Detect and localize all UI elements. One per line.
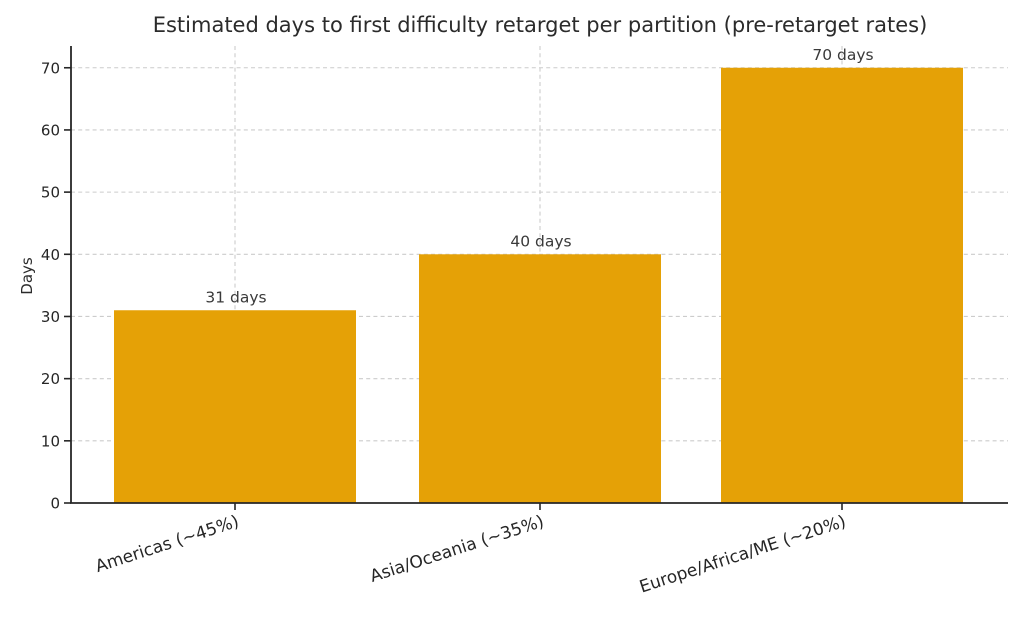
x-tick-label: Asia/Oceania (~35%)	[368, 512, 547, 587]
y-tick-label: 40	[41, 246, 60, 264]
bar	[114, 310, 356, 503]
bar	[419, 254, 661, 503]
y-tick-label: 60	[41, 121, 60, 139]
y-tick-label: 10	[41, 432, 60, 450]
bar-value-label: 40 days	[510, 232, 571, 250]
y-tick-label: 30	[41, 308, 60, 326]
y-tick-label: 50	[41, 184, 60, 202]
x-tick-label: Europe/Africa/ME (~20%)	[637, 512, 848, 598]
chart-title: Estimated days to first difficulty retar…	[152, 13, 928, 37]
bar	[721, 67, 963, 503]
bar-value-label: 31 days	[205, 288, 266, 306]
y-tick-label: 20	[41, 370, 60, 388]
y-tick-label: 0	[50, 495, 60, 513]
x-tick-label: Americas (~45%)	[93, 512, 242, 577]
bar-value-label: 70 days	[812, 46, 873, 64]
y-tick-label: 70	[41, 59, 60, 77]
